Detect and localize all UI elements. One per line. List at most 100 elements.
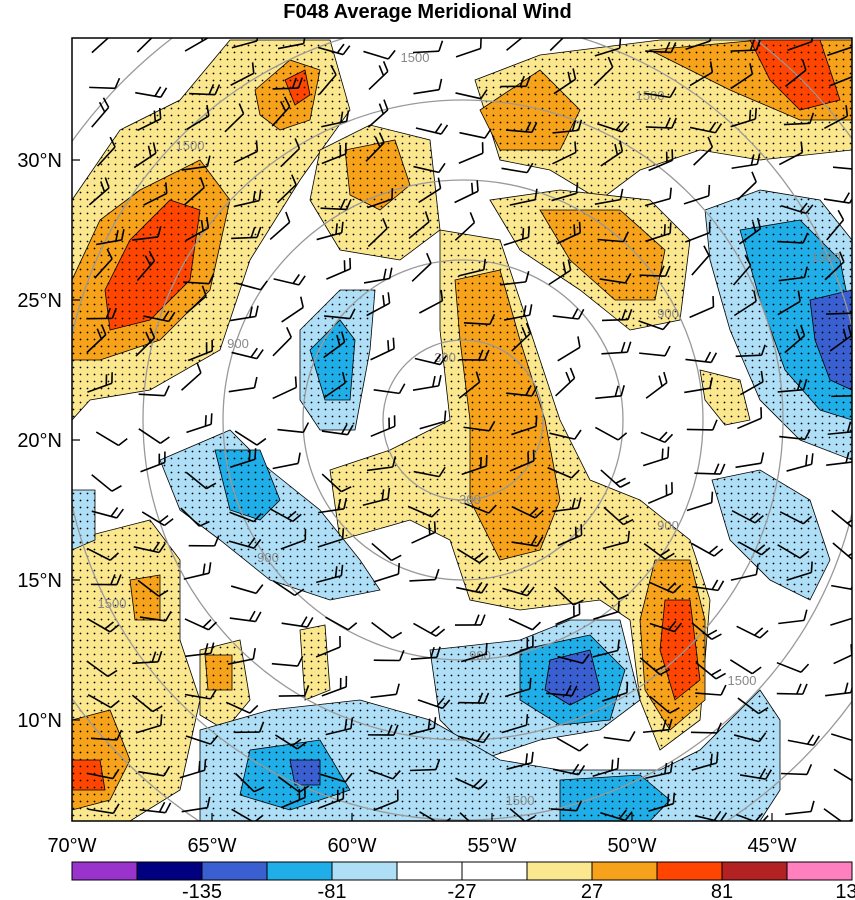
- wind-barb: [503, 226, 530, 246]
- wind-barb: [183, 273, 215, 285]
- wind-barb: [86, 660, 118, 678]
- wind-barb: [826, 310, 852, 315]
- wind-barb: [326, 257, 352, 280]
- stipple-region-25: [300, 290, 375, 430]
- wind-barb: [644, 87, 677, 99]
- wind-barb: [87, 768, 120, 780]
- wind-barb: [827, 421, 852, 436]
- wind-barb: [272, 326, 292, 357]
- wind-barb: [737, 407, 763, 430]
- wind-barb: [91, 474, 122, 492]
- range-ring-4: [72, 38, 852, 821]
- stipple-region-11: [490, 190, 690, 330]
- wind-barb: [695, 684, 727, 696]
- wind-barb: [736, 171, 757, 201]
- stipple-region-33: [72, 490, 95, 550]
- wind-barb: [639, 657, 671, 676]
- wind-barb: [230, 584, 264, 595]
- wind-barb: [185, 217, 210, 242]
- wind-barb: [463, 420, 496, 432]
- wind-barb: [419, 811, 452, 821]
- wind-barb: [501, 162, 534, 174]
- range-ring-label: 1500: [401, 50, 430, 65]
- wind-barb: [553, 68, 577, 95]
- wind-barb: [96, 136, 116, 167]
- wind-barb: [135, 327, 156, 357]
- wind-barb: [185, 642, 215, 658]
- wind-barb: [456, 582, 489, 594]
- colorbar-label: 27: [581, 881, 603, 900]
- wind-barb: [409, 568, 440, 582]
- wind-barb: [602, 681, 629, 702]
- wind-barb: [503, 304, 533, 321]
- wind-barb: [640, 431, 674, 444]
- wind-barb: [231, 347, 264, 360]
- wind-barb: [138, 385, 170, 397]
- wind-barb: [778, 609, 808, 625]
- wind-barb: [827, 38, 852, 57]
- wind-barb: [233, 140, 259, 164]
- wind-barb: [458, 258, 487, 277]
- wind-barb: [549, 38, 565, 52]
- wind-barb: [373, 563, 400, 583]
- wind-barb: [87, 694, 120, 709]
- lat-tick-label: 10°N: [17, 710, 62, 732]
- wind-barb: [234, 430, 267, 446]
- wind-barb: [320, 772, 353, 783]
- wind-barb: [458, 731, 491, 744]
- wind-barb: [594, 38, 622, 57]
- wind-barb: [186, 413, 213, 434]
- wind-barb: [461, 642, 488, 663]
- wind-barb: [548, 259, 572, 286]
- wind-barb: [318, 497, 348, 514]
- wind-barb: [645, 41, 677, 54]
- wind-barb: [280, 529, 307, 550]
- wind-barb: [133, 541, 166, 554]
- wind-barb: [455, 38, 482, 58]
- wind-barb: [639, 345, 671, 357]
- wind-barb: [691, 751, 719, 771]
- wind-barb: [456, 548, 489, 564]
- range-ring-label: 900: [657, 518, 679, 533]
- wind-barb: [593, 600, 620, 620]
- wind-barb: [234, 772, 265, 793]
- wind-barb: [602, 530, 631, 550]
- wind-barb: [231, 38, 259, 49]
- wind-barb: [455, 777, 488, 790]
- wind-barb: [509, 188, 538, 206]
- wind-barb: [143, 310, 176, 323]
- wind-barb: [454, 180, 479, 204]
- wind-barb: [552, 497, 582, 513]
- wind-barb: [645, 371, 668, 399]
- wind-barb: [826, 209, 845, 241]
- wind-barb: [463, 313, 496, 326]
- range-ring-label: 1500: [812, 250, 841, 265]
- range-ring-label: 1500: [98, 596, 127, 611]
- wind-barb: [511, 322, 532, 352]
- wind-barb: [180, 362, 202, 391]
- wind-barb: [459, 128, 492, 139]
- wind-barb: [281, 296, 304, 323]
- wind-barb: [315, 636, 341, 658]
- wind-barb: [557, 653, 590, 664]
- wind-barb: [689, 61, 714, 87]
- wind-barb: [508, 635, 534, 657]
- wind-barb: [233, 189, 262, 208]
- lat-tick-label: 25°N: [17, 290, 62, 312]
- wind-barb: [419, 410, 447, 430]
- wind-barb: [505, 121, 538, 134]
- wind-barb: [365, 132, 385, 162]
- wind-barb: [594, 426, 628, 441]
- wind-barb: [371, 542, 402, 562]
- wind-barb: [363, 49, 396, 60]
- wind-barb: [185, 471, 217, 490]
- wind-barb: [367, 217, 388, 248]
- wind-barb: [592, 757, 620, 777]
- wind-barb: [499, 271, 530, 286]
- wind-barb: [639, 265, 671, 277]
- wind-barb: [593, 56, 614, 86]
- wind-barb: [272, 452, 301, 470]
- wind-barb: [649, 581, 682, 594]
- wind-barb: [689, 296, 715, 319]
- wind-barb: [504, 677, 532, 698]
